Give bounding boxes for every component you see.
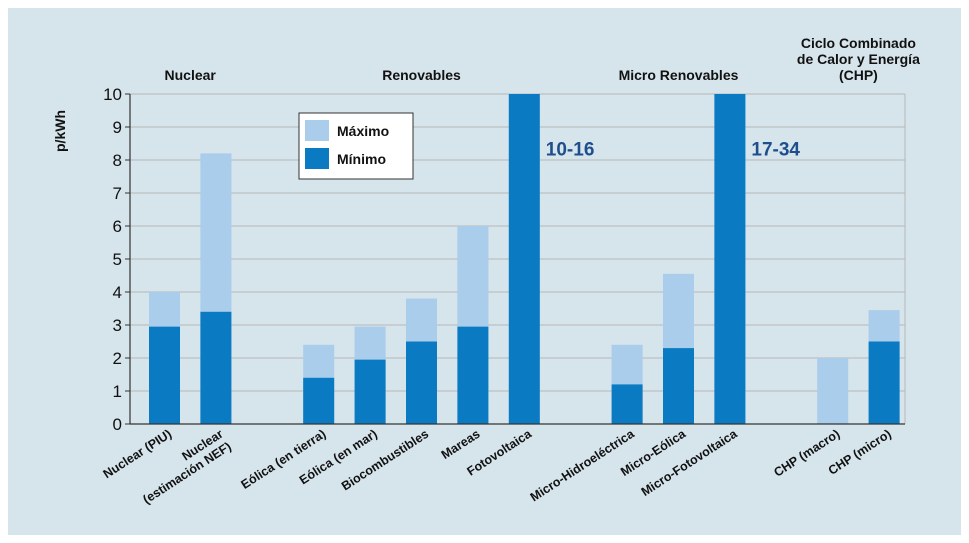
group-label: Renovables <box>382 67 461 83</box>
bar-chart: 0 1 2 3 4 5 6 7 8 9 10 Nuclear (PIU) Nuclear(estima… <box>52 35 921 507</box>
chart-panel: 0 1 2 3 4 5 6 7 8 9 10 Nuclear (PIU) Nuclear(estima… <box>8 8 961 535</box>
y-tick-label: 5 <box>113 250 122 269</box>
x-category-label: Nuclear (PIU) <box>101 427 174 481</box>
x-category-label: Biocombustibles <box>339 427 431 494</box>
bar-minimo <box>457 326 489 424</box>
y-axis-label: p/kWh <box>52 110 68 152</box>
bar-range-annotation: 17-34 <box>751 139 800 160</box>
bar-minimo <box>868 341 900 424</box>
y-tick-label: 1 <box>113 382 122 401</box>
bar-minimo <box>200 311 232 424</box>
bar-minimo <box>714 94 746 424</box>
x-category-label: Micro-Fotovoltaica <box>639 426 741 499</box>
group-label: Ciclo Combinado de Calor y Energía (CHP) <box>797 35 920 83</box>
annotations: 10-16 17-34 <box>546 139 801 160</box>
axes <box>125 93 905 425</box>
legend-swatch-maximo <box>305 120 329 141</box>
x-category-label: Eólica (en tierra) <box>239 427 329 492</box>
bar-minimo <box>149 326 180 424</box>
bar-maximo <box>817 358 849 424</box>
bar-minimo <box>303 377 335 424</box>
bar-minimo <box>354 359 386 424</box>
x-category-label: Mareas <box>439 427 483 462</box>
y-tick-label: 9 <box>113 118 122 137</box>
bar-minimo <box>508 94 540 424</box>
legend: Máximo Mínimo <box>298 112 414 180</box>
x-category-labels: Nuclear (PIU) Nuclear(estimación NEF) Eóli… <box>101 426 894 507</box>
legend-swatch-minimo <box>305 148 329 169</box>
y-tick-label: 4 <box>113 283 122 302</box>
group-label: Micro Renovables <box>619 67 739 83</box>
y-tick-label: 10 <box>103 85 122 104</box>
legend-label-maximo: Máximo <box>337 123 389 139</box>
bars <box>149 94 900 424</box>
group-labels: Nuclear Renovables Micro Renovables Ciclo C… <box>165 35 921 83</box>
bar-range-annotation: 10-16 <box>546 139 595 160</box>
y-tick-label: 0 <box>113 415 122 434</box>
group-label: Nuclear <box>165 67 217 83</box>
bar-minimo <box>611 384 643 424</box>
bar-minimo <box>663 348 694 424</box>
bar-minimo <box>406 341 437 424</box>
y-tick-label: 8 <box>113 151 122 170</box>
legend-label-minimo: Mínimo <box>337 151 386 167</box>
y-tick-label: 7 <box>113 184 122 203</box>
y-tick-label: 2 <box>113 349 122 368</box>
y-tick-labels: 0 1 2 3 4 5 6 7 8 9 10 <box>103 85 122 434</box>
y-tick-label: 6 <box>113 217 122 236</box>
y-tick-label: 3 <box>113 316 122 335</box>
